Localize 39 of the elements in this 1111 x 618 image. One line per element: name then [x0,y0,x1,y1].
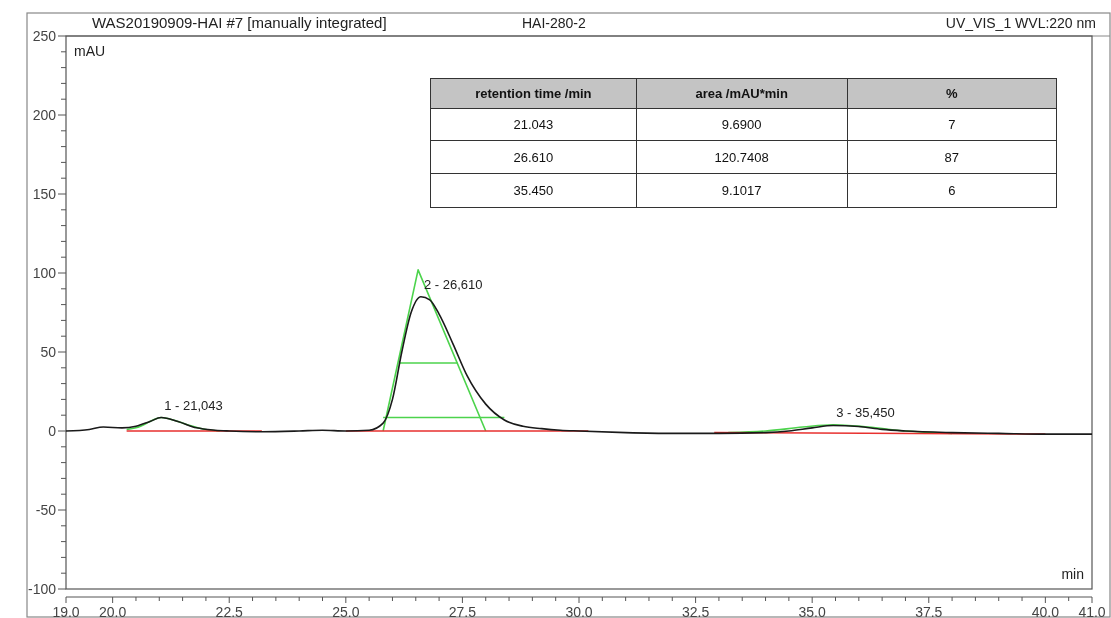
x-tick-label: 40.0 [1031,604,1060,618]
annotation: retention time /min [430,78,637,109]
annotation: % [847,78,1057,109]
y-tick-label: 0 [48,423,57,439]
x-axis-title: min [1061,566,1084,582]
x-tick-label: 25.0 [332,604,360,618]
annotation: area /mAU*min [636,78,848,109]
y-tick-label: 150 [32,186,57,202]
x-tick-label: 19.0 [52,604,80,618]
y-tick-label: 50 [40,344,57,360]
y-axis-title: mAU [74,43,106,59]
annotation: 3 - 35,450 [836,405,895,421]
y-tick-label: 250 [32,28,57,44]
x-tick-label: 30.0 [565,604,593,618]
y-tick-label: -50 [35,502,57,518]
chart-title: WAS20190909-HAI #7 [manually integrated] [92,14,387,31]
annotation: 120.7408 [636,140,848,174]
annotation: 1 - 21,043 [164,397,223,413]
y-tick-label: 100 [32,265,57,281]
x-tick-label: 35.0 [798,604,827,618]
annotation: 7 [847,108,1057,141]
x-tick-label: 32.5 [681,604,710,618]
text: UV_VIS_1 WVL:220 nm [945,15,1096,31]
x-tick-label: 37.5 [915,604,943,618]
annotation: 9.6900 [636,108,848,141]
x-tick-label: 27.5 [448,604,477,618]
x-tick-label: 22.5 [215,604,244,618]
annotation: 35.450 [430,173,637,208]
annotation: 2 - 26,610 [423,276,483,292]
y-tick-label: 200 [32,107,57,123]
y-tick-label: -100 [27,581,57,597]
annotation: 21.043 [430,108,637,141]
annotation: 9.1017 [636,173,848,208]
chart-subtitle: HAI-280-2 [522,15,587,31]
x-tick-label: 41.0 [1078,604,1106,618]
annotation: 87 [847,140,1057,174]
x-tick-label: 20.0 [99,604,127,618]
annotation: 26.610 [430,140,637,174]
annotation: 6 [847,173,1057,208]
